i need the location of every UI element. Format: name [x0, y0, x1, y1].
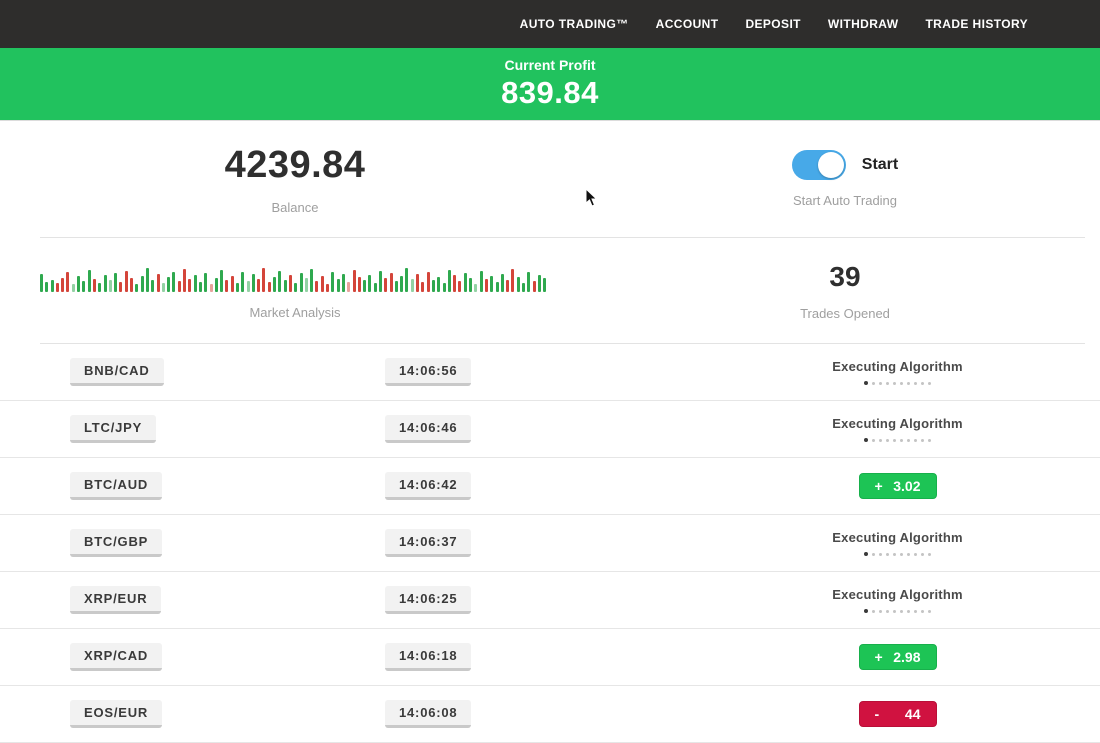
nav-item-auto-trading[interactable]: AUTO TRADING™	[519, 17, 629, 31]
balance-label: Balance	[271, 199, 319, 215]
section-divider	[40, 343, 1085, 344]
pair-badge: XRP/CAD	[70, 643, 163, 671]
trades-opened-label: Trades Opened	[800, 305, 890, 321]
profit-badge: +3.02	[858, 473, 937, 499]
trade-status: Executing Algorithm	[705, 530, 1100, 556]
toggle-knob	[817, 152, 844, 178]
nav-item-account[interactable]: ACCOUNT	[655, 17, 719, 31]
pair-badge: BTC/AUD	[70, 472, 163, 500]
table-row: BTC/AUD 14:06:42 +3.02	[0, 458, 1100, 515]
trade-status: Executing Algorithm	[705, 359, 1100, 385]
progress-dots	[864, 552, 931, 556]
executing-label: Executing Algorithm	[832, 416, 963, 431]
toggle-label: Start	[861, 156, 899, 173]
auto-trading-toggle[interactable]	[791, 150, 846, 180]
nav-item-deposit[interactable]: DEPOSIT	[745, 17, 801, 31]
executing-label: Executing Algorithm	[832, 587, 963, 602]
progress-dots	[864, 438, 931, 442]
time-badge: 14:06:56	[385, 358, 472, 386]
trade-status: Executing Algorithm	[705, 587, 1100, 613]
current-profit-value: 839.84	[501, 75, 599, 110]
time-badge: 14:06:37	[385, 529, 472, 557]
trades-list: BNB/CAD 14:06:56 Executing Algorithm LTC…	[0, 344, 1100, 743]
balance-value: 4239.84	[224, 143, 366, 186]
time-badge: 14:06:42	[385, 472, 472, 500]
trade-status: -44	[705, 701, 1100, 727]
time-badge: 14:06:25	[385, 586, 472, 614]
pair-badge: EOS/EUR	[70, 700, 163, 728]
pair-badge: BNB/CAD	[70, 358, 164, 386]
table-row: XRP/CAD 14:06:18 +2.98	[0, 629, 1100, 686]
toggle-caption: Start Auto Trading	[792, 193, 898, 208]
current-profit-banner: Current Profit 839.84	[0, 48, 1100, 121]
time-badge: 14:06:18	[385, 643, 472, 671]
table-row: BTC/GBP 14:06:37 Executing Algorithm	[0, 515, 1100, 572]
progress-dots	[864, 609, 931, 613]
balance-section: 4239.84 Balance Start Start Auto Trading	[0, 121, 1100, 237]
pair-badge: LTC/JPY	[70, 415, 157, 443]
pair-badge: XRP/EUR	[70, 586, 162, 614]
top-nav: AUTO TRADING™ ACCOUNT DEPOSIT WITHDRAW T…	[0, 0, 1100, 48]
market-analysis-chart	[40, 262, 550, 292]
trade-status: Executing Algorithm	[705, 416, 1100, 442]
table-row: LTC/JPY 14:06:46 Executing Algorithm	[0, 401, 1100, 458]
market-analysis-label: Market Analysis	[249, 304, 341, 320]
profit-badge: +2.98	[858, 644, 937, 670]
pair-badge: BTC/GBP	[70, 529, 163, 557]
nav-item-trade-history[interactable]: TRADE HISTORY	[925, 17, 1028, 31]
trades-opened-value: 39	[829, 260, 861, 292]
trade-status: +3.02	[705, 473, 1100, 499]
time-badge: 14:06:46	[385, 415, 472, 443]
table-row: EOS/EUR 14:06:08 -44	[0, 686, 1100, 743]
table-row: BNB/CAD 14:06:56 Executing Algorithm	[0, 344, 1100, 401]
nav-item-withdraw[interactable]: WITHDRAW	[827, 17, 899, 31]
progress-dots	[864, 381, 931, 385]
table-row: XRP/EUR 14:06:25 Executing Algorithm	[0, 572, 1100, 629]
current-profit-label: Current Profit	[504, 57, 596, 73]
section-divider	[40, 237, 1085, 238]
executing-label: Executing Algorithm	[832, 530, 963, 545]
time-badge: 14:06:08	[385, 700, 472, 728]
market-section: Market Analysis 39 Trades Opened	[0, 238, 1100, 343]
executing-label: Executing Algorithm	[832, 359, 963, 374]
loss-badge: -44	[858, 701, 937, 727]
trade-status: +2.98	[705, 644, 1100, 670]
